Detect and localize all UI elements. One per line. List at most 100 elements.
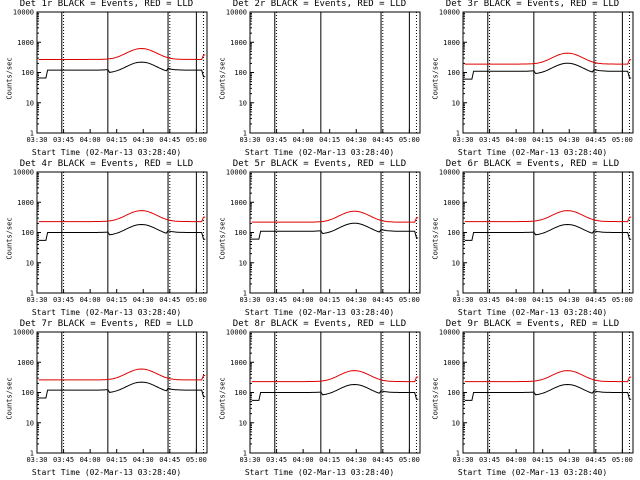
x-axis-label: Start Time (02-Mar-13 03:28:40) bbox=[457, 468, 608, 477]
y-tick-label: 1 bbox=[243, 450, 247, 458]
y-tick-label: 10 bbox=[26, 259, 34, 267]
y-tick-label: 1000 bbox=[17, 359, 34, 367]
x-axis-label: Start Time (02-Mar-13 03:28:40) bbox=[244, 148, 395, 157]
x-tick-label: 04:15 bbox=[532, 296, 553, 304]
y-tick-label: 1000 bbox=[17, 39, 34, 47]
x-tick-label: 04:00 bbox=[506, 296, 527, 304]
x-tick-label: 04:30 bbox=[346, 296, 367, 304]
x-tick-label: 04:45 bbox=[585, 136, 606, 144]
plot-frame bbox=[462, 11, 634, 134]
y-tick-label: 10 bbox=[239, 259, 247, 267]
events-series-line bbox=[38, 381, 206, 399]
x-tick-label: 03:45 bbox=[479, 296, 500, 304]
x-tick-label: 03:30 bbox=[26, 456, 47, 464]
x-tick-label: 04:30 bbox=[133, 296, 154, 304]
x-axis-label: Start Time (02-Mar-13 03:28:40) bbox=[31, 308, 182, 317]
chart-title: Det 1r BLACK = Events, RED = LLD bbox=[19, 0, 194, 9]
plot-frame bbox=[249, 171, 421, 294]
y-tick-label: 10 bbox=[452, 419, 460, 427]
x-tick-label: 05:00 bbox=[399, 296, 420, 304]
x-tick-label: 05:00 bbox=[612, 296, 633, 304]
y-tick-label: 10 bbox=[26, 99, 34, 107]
chart-panel-det-6r: Det 6r BLACK = Events, RED = LLD Counts/… bbox=[426, 159, 639, 320]
x-tick-label: 04:45 bbox=[159, 456, 180, 464]
chart-plot: 1 10 100 1000 10000 03:30 03:45 04:00 04:15 04:30… bbox=[439, 329, 634, 464]
x-tick-label: 03:45 bbox=[53, 456, 74, 464]
x-tick-label: 03:30 bbox=[26, 296, 47, 304]
x-tick-label: 05:00 bbox=[399, 136, 420, 144]
x-tick-label: 03:45 bbox=[53, 136, 74, 144]
y-tick-label: 100 bbox=[234, 229, 247, 237]
chart-panel-det-9r: Det 9r BLACK = Events, RED = LLD Counts/… bbox=[426, 319, 639, 480]
y-tick-label: 100 bbox=[234, 389, 247, 397]
y-tick-label: 10000 bbox=[13, 329, 34, 337]
y-tick-label: 100 bbox=[447, 69, 460, 77]
x-tick-label: 04:00 bbox=[506, 456, 527, 464]
events-series-line bbox=[464, 62, 632, 80]
y-tick-label: 1 bbox=[456, 130, 460, 138]
y-tick-label: 100 bbox=[21, 229, 34, 237]
x-tick-label: 04:30 bbox=[559, 456, 580, 464]
plot-frame bbox=[36, 331, 208, 454]
events-series-line bbox=[38, 223, 206, 241]
chart-title: Det 5r BLACK = Events, RED = LLD bbox=[232, 159, 407, 169]
chart-plot: 1 10 100 1000 10000 03:30 03:45 04:00 04:15 04:30… bbox=[226, 169, 421, 304]
x-axis-label: Start Time (02-Mar-13 03:28:40) bbox=[244, 468, 395, 477]
x-tick-label: 04:15 bbox=[319, 136, 340, 144]
chart-plot: 1 10 100 1000 10000 03:30 03:45 04:00 04:15 04:30… bbox=[439, 169, 634, 304]
chart-title: Det 9r BLACK = Events, RED = LLD bbox=[445, 319, 620, 329]
x-axis-label: Start Time (02-Mar-13 03:28:40) bbox=[31, 468, 182, 477]
x-tick-label: 03:30 bbox=[239, 136, 260, 144]
y-tick-label: 10000 bbox=[439, 9, 460, 17]
chart-panel-det-1r: Det 1r BLACK = Events, RED = LLD Counts/… bbox=[0, 0, 213, 160]
lld-series-line bbox=[251, 370, 419, 383]
y-tick-label: 10000 bbox=[13, 169, 34, 177]
y-tick-label: 100 bbox=[234, 69, 247, 77]
x-axis-label: Start Time (02-Mar-13 03:28:40) bbox=[244, 308, 395, 317]
chart-plot: 1 10 100 1000 10000 03:30 03:45 04:00 04:15 04:30… bbox=[13, 329, 208, 464]
x-tick-label: 04:15 bbox=[532, 456, 553, 464]
y-tick-label: 1 bbox=[30, 290, 34, 298]
x-tick-label: 03:45 bbox=[266, 296, 287, 304]
x-tick-label: 04:15 bbox=[532, 136, 553, 144]
y-tick-label: 1 bbox=[30, 130, 34, 138]
y-tick-label: 1000 bbox=[443, 359, 460, 367]
chart-panel-det-2r: Det 2r BLACK = Events, RED = LLD Counts/… bbox=[213, 0, 426, 160]
x-tick-label: 03:45 bbox=[53, 296, 74, 304]
x-tick-label: 04:45 bbox=[159, 296, 180, 304]
y-tick-label: 10 bbox=[452, 99, 460, 107]
y-tick-label: 10 bbox=[239, 99, 247, 107]
x-tick-label: 03:45 bbox=[479, 136, 500, 144]
y-tick-label: 1000 bbox=[230, 359, 247, 367]
y-tick-label: 100 bbox=[21, 389, 34, 397]
x-tick-label: 05:00 bbox=[186, 456, 207, 464]
y-tick-label: 1 bbox=[456, 290, 460, 298]
x-tick-label: 04:00 bbox=[506, 136, 527, 144]
x-tick-label: 04:00 bbox=[293, 296, 314, 304]
y-tick-label: 1000 bbox=[230, 39, 247, 47]
y-tick-label: 1 bbox=[30, 450, 34, 458]
x-tick-label: 04:45 bbox=[585, 456, 606, 464]
x-tick-label: 03:30 bbox=[239, 456, 260, 464]
y-tick-label: 10000 bbox=[439, 329, 460, 337]
x-tick-label: 03:45 bbox=[266, 456, 287, 464]
events-series-line bbox=[38, 61, 206, 79]
y-tick-label: 1000 bbox=[230, 199, 247, 207]
x-axis-label: Start Time (02-Mar-13 03:28:40) bbox=[31, 148, 182, 157]
x-tick-label: 04:15 bbox=[106, 296, 127, 304]
x-tick-label: 04:45 bbox=[159, 136, 180, 144]
lld-series-line bbox=[464, 370, 632, 383]
chart-plot: 1 10 100 1000 10000 03:30 03:45 04:00 04:15 04:30… bbox=[13, 9, 208, 144]
chart-plot: 1 10 100 1000 10000 03:30 03:45 04:00 04:15 04:30… bbox=[226, 329, 421, 464]
y-tick-label: 10000 bbox=[439, 169, 460, 177]
x-tick-label: 04:15 bbox=[106, 136, 127, 144]
chart-panel-det-4r: Det 4r BLACK = Events, RED = LLD Counts/… bbox=[0, 159, 213, 320]
chart-panel-det-7r: Det 7r BLACK = Events, RED = LLD Counts/… bbox=[0, 319, 213, 480]
x-tick-label: 03:30 bbox=[452, 136, 473, 144]
x-tick-label: 04:30 bbox=[559, 296, 580, 304]
y-tick-label: 1 bbox=[456, 450, 460, 458]
events-series-line bbox=[251, 383, 419, 401]
x-tick-label: 05:00 bbox=[612, 456, 633, 464]
lld-series-line bbox=[38, 210, 206, 223]
x-tick-label: 05:00 bbox=[612, 136, 633, 144]
